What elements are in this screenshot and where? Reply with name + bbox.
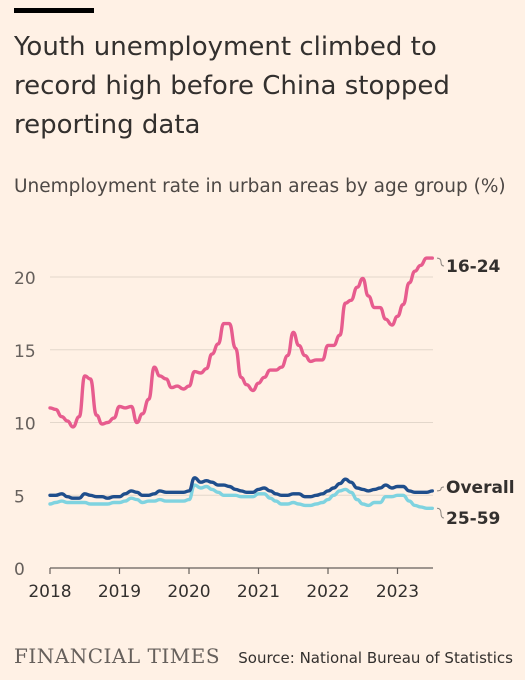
- series-lines: [48, 256, 434, 511]
- grid: 0 5 10 15 20: [14, 269, 433, 580]
- series-line-25-59: [48, 483, 434, 511]
- x-tick-label: 2018: [28, 582, 71, 602]
- series-line-Overall: [48, 476, 434, 500]
- y-tick-label: 5: [14, 487, 25, 507]
- series-label: 16-24: [446, 257, 501, 277]
- top-rule: [14, 8, 94, 13]
- series-label: Overall: [446, 478, 515, 498]
- x-tick-label: 2020: [167, 582, 210, 602]
- series-labels: 16-24 Overall 25-59: [436, 257, 515, 529]
- x-axis: 2018 2019 2020 2021 2022 2023: [28, 567, 433, 602]
- series-label: 25-59: [446, 509, 500, 529]
- label-leader: [436, 486, 445, 492]
- y-tick-label: 10: [14, 415, 36, 435]
- chart-title: Youth unemployment climbed to record hig…: [14, 32, 450, 140]
- y-tick-label: 15: [14, 342, 36, 362]
- x-tick-label: 2019: [98, 582, 141, 602]
- chart-subtitle: Unemployment rate in urban areas by age …: [14, 176, 506, 197]
- label-leader: [436, 257, 445, 267]
- y-tick-label: 0: [14, 560, 25, 580]
- x-tick-label: 2021: [237, 582, 280, 602]
- x-tick-label: 2023: [376, 582, 419, 602]
- series-line-16-24: [48, 256, 434, 429]
- y-tick-label: 20: [14, 269, 36, 289]
- label-leader: [436, 507, 445, 519]
- x-tick-label: 2022: [306, 582, 349, 602]
- ft-logo: FINANCIAL TIMES: [14, 644, 221, 668]
- source-note: Source: National Bureau of Statistics: [238, 649, 513, 667]
